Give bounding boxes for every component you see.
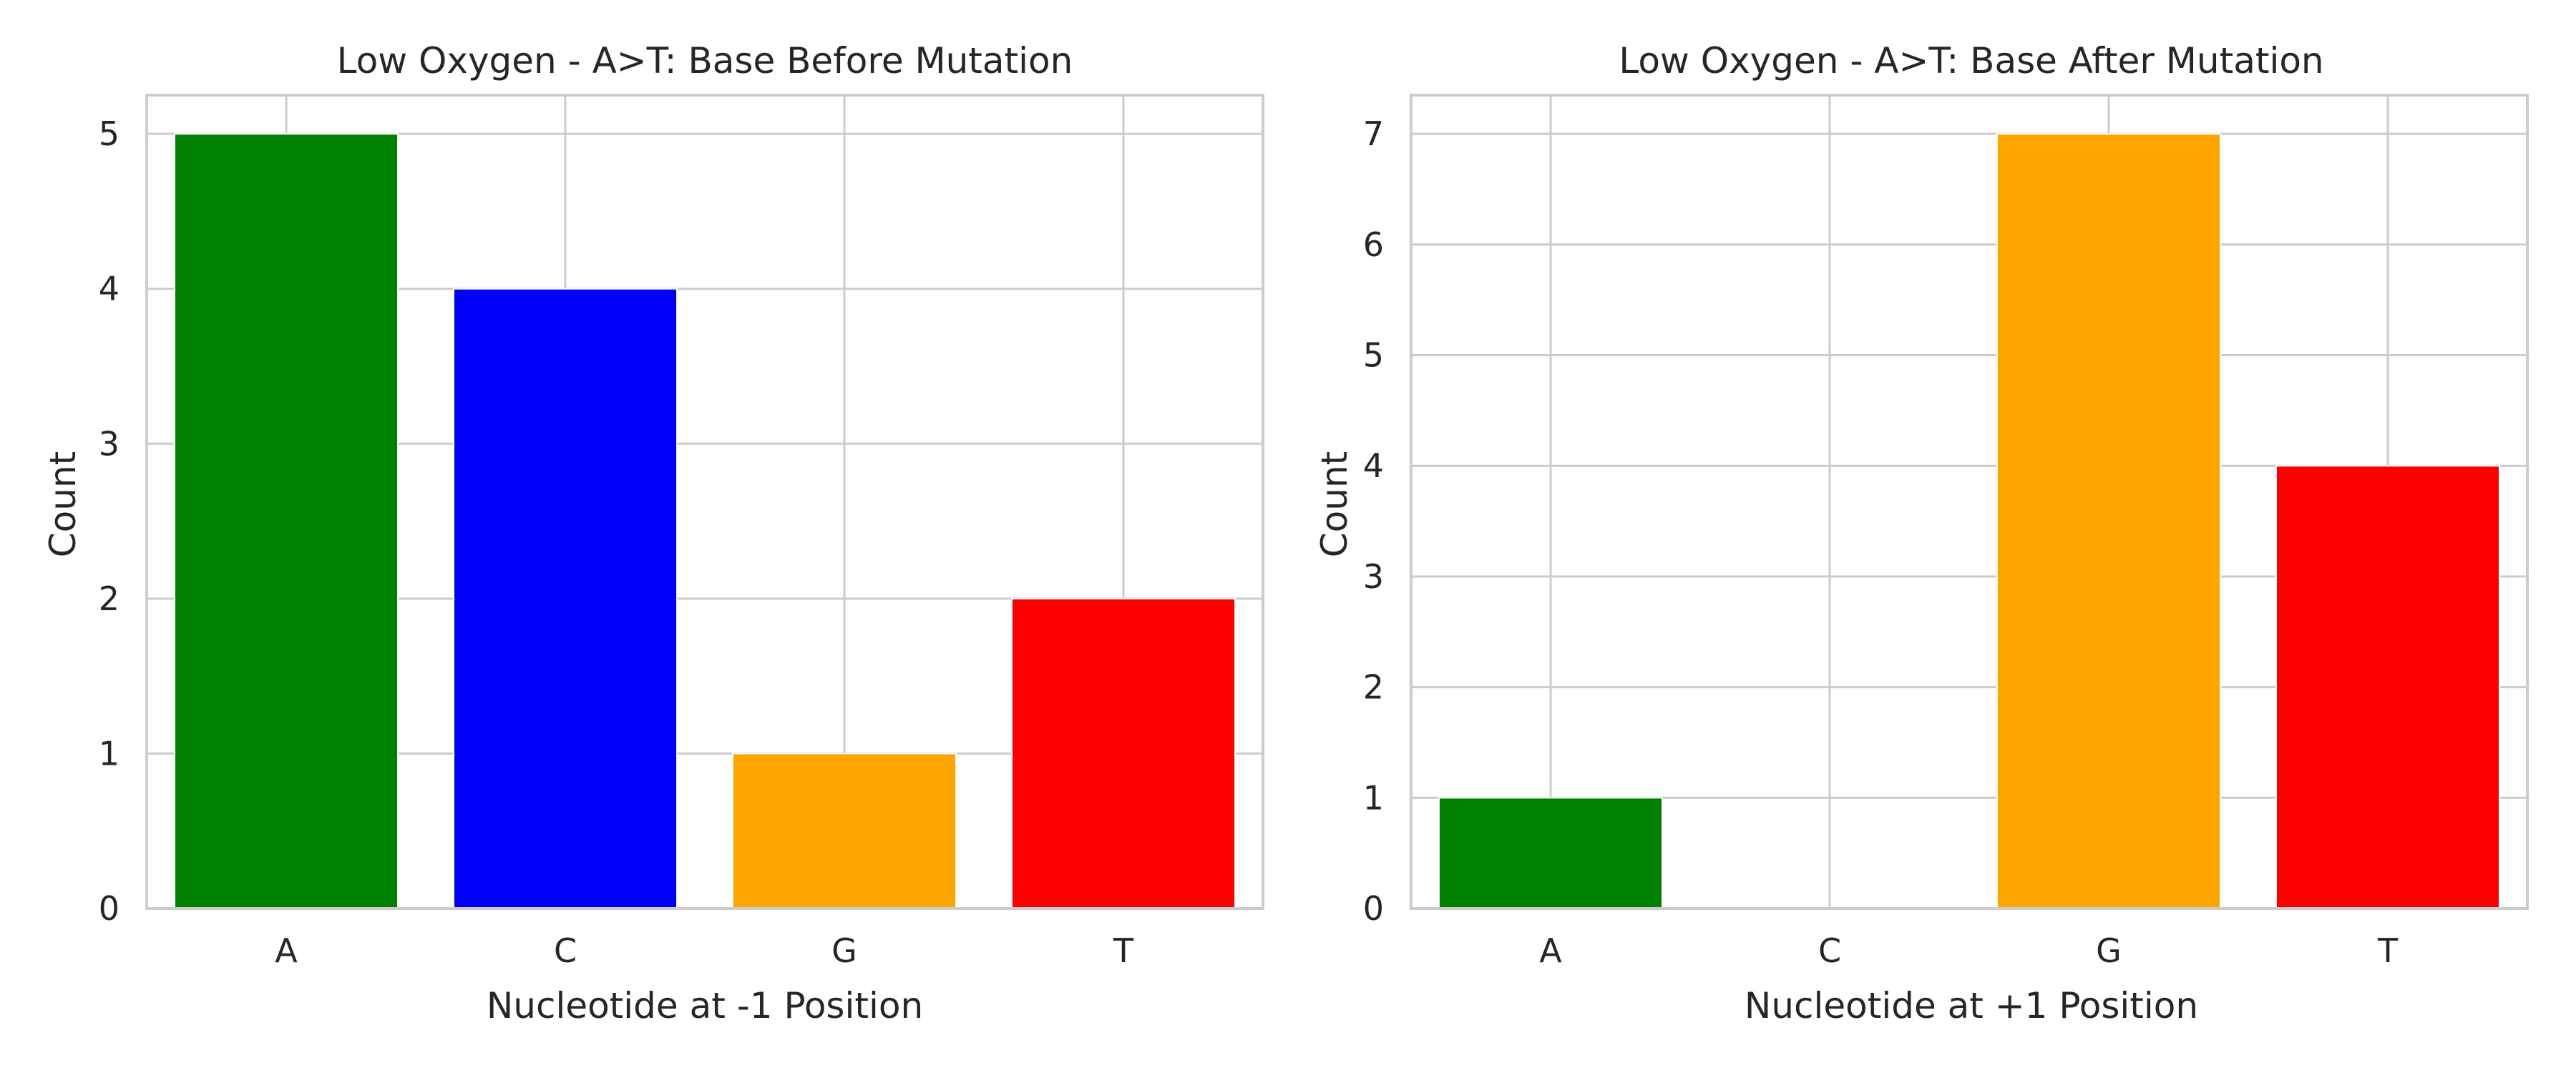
chart-title: Low Oxygen - A>T: Base Before Mutation [337,40,1073,82]
y-tick-label: 3 [1363,557,1384,596]
plot-area: 0 1 2 3 4 5 6 7 A C G T [1363,94,2529,970]
bar-a [1438,797,1663,910]
bar-t [1011,597,1236,909]
x-tick-label-g: G [2096,931,2122,970]
y-tick-label: 7 [1363,114,1384,153]
x-tick-label-c: C [554,931,577,970]
bar-a [174,133,399,910]
bar-g [732,753,957,910]
y-tick-label: 2 [99,579,119,618]
y-tick-label: 0 [99,889,119,928]
plot-frame [145,94,1264,910]
x-axis-label: Nucleotide at +1 Position [1745,985,2198,1027]
y-tick-label: 5 [99,114,119,153]
y-tick-label: 0 [1363,889,1384,928]
chart-panel-before-mutation: Low Oxygen - A>T: Base Before Mutation N… [42,40,1264,1027]
x-axis-label: Nucleotide at -1 Position [487,985,923,1027]
y-tick-label: 3 [99,424,119,463]
x-tick-label-t: T [1113,931,1134,970]
x-tick-label-c: C [1818,931,1841,970]
bar-t [2275,465,2500,909]
y-tick-label: 1 [99,734,119,773]
plot-frame [1410,94,2529,910]
bar-c [453,288,678,909]
y-tick-label: 5 [1363,336,1384,375]
y-tick-label: 4 [99,270,119,308]
y-tick-label: 1 [1363,778,1384,817]
x-tick-label-a: A [275,931,298,970]
y-tick-label: 6 [1363,225,1384,264]
x-tick-label-a: A [1539,931,1562,970]
bar-g [1996,133,2221,910]
chart-title: Low Oxygen - A>T: Base After Mutation [1619,40,2323,82]
x-tick-label-g: G [831,931,857,970]
y-axis-label: Count [42,451,84,558]
plot-area: 0 1 2 3 4 5 A C G T [99,94,1264,970]
x-tick-label-t: T [2377,931,2399,970]
chart-panel-after-mutation: Low Oxygen - A>T: Base After Mutation Nu… [1314,40,2529,1027]
y-axis-label: Count [1314,451,1355,558]
y-tick-label: 4 [1363,446,1384,485]
y-tick-label: 2 [1363,668,1384,707]
